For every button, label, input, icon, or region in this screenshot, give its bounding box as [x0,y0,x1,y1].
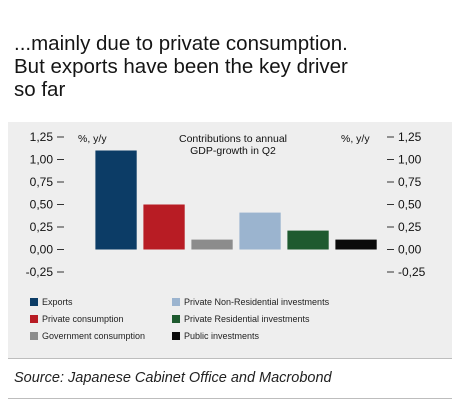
y-tick-label-left: 0,00 [30,243,54,257]
legend-swatch [172,298,180,306]
legend-swatch [172,315,180,323]
y-tick-label-left: 1,25 [30,130,54,144]
legend-label: Private Residential investments [184,314,310,324]
y-tick-label-right: 1,25 [398,130,422,144]
divider [8,358,452,359]
legend-swatch [30,298,38,306]
y-unit-left: %, y/y [78,133,107,145]
chart-panel: Contributions to annual GDP-growth in Q2… [8,122,452,358]
legend-item-private-non-residential: Private Non-Residential investments [172,297,329,307]
y-tick-label-right: 1,00 [398,153,422,167]
y-tick-label-right: 0,75 [398,175,422,189]
legend-swatch [30,332,38,340]
chart-title-line-2: GDP-growth in Q2 [190,145,276,157]
legend-swatch [172,332,180,340]
y-tick-label-left: -0,25 [26,265,54,279]
legend-item-private-consumption: Private consumption [30,314,124,324]
bar-chart: Contributions to annual GDP-growth in Q2… [26,130,426,279]
bar-exports [95,150,137,250]
title-line-2: But exports have been the key driver [14,55,348,78]
y-tick-label-left: 0,75 [30,175,54,189]
bar-government-consumption [191,239,233,250]
bar-series [95,150,377,250]
chart-title-line-1: Contributions to annual [179,133,287,145]
divider [8,398,452,399]
legend-label: Private Non-Residential investments [184,297,330,307]
legend-label: Exports [42,297,73,307]
y-tick-label-left: 1,00 [30,153,54,167]
legend-item-exports: Exports [30,297,73,307]
legend-label: Private consumption [42,314,124,324]
y-axis-right: 1,25 1,00 0,75 0,50 0,25 0,00 -0,25 [387,130,426,279]
y-unit-right: %, y/y [341,133,370,145]
bar-private-residential-investments [287,230,329,250]
legend-swatch [30,315,38,323]
title-line-3: so far [14,78,66,101]
legend-item-government-consumption: Government consumption [30,331,145,341]
title-line-1: ...mainly due to private consumption. [14,32,348,55]
bar-private-non-residential-investments [239,212,281,250]
y-tick-label-right: 0,00 [398,243,422,257]
y-axis-left: 1,25 1,00 0,75 0,50 0,25 0,00 -0,25 [26,130,64,279]
y-tick-label-right: 0,25 [398,220,422,234]
legend-label: Public investments [184,331,260,341]
chart-title: Contributions to annual GDP-growth in Q2 [179,133,287,157]
legend-label: Government consumption [42,331,146,341]
legend-item-public-investments: Public investments [172,331,259,341]
legend-item-private-residential: Private Residential investments [172,314,310,324]
y-tick-label-right: -0,25 [398,265,426,279]
page-title: ...mainly due to private consumption. Bu… [14,32,444,101]
y-tick-label-left: 0,50 [30,198,54,212]
y-tick-label-left: 0,25 [30,220,54,234]
legend: Exports Private consumption Government c… [30,297,450,349]
bar-public-investments [335,239,377,250]
bar-private-consumption [143,204,185,250]
source-note: Source: Japanese Cabinet Office and Macr… [14,370,332,386]
y-tick-label-right: 0,50 [398,198,422,212]
